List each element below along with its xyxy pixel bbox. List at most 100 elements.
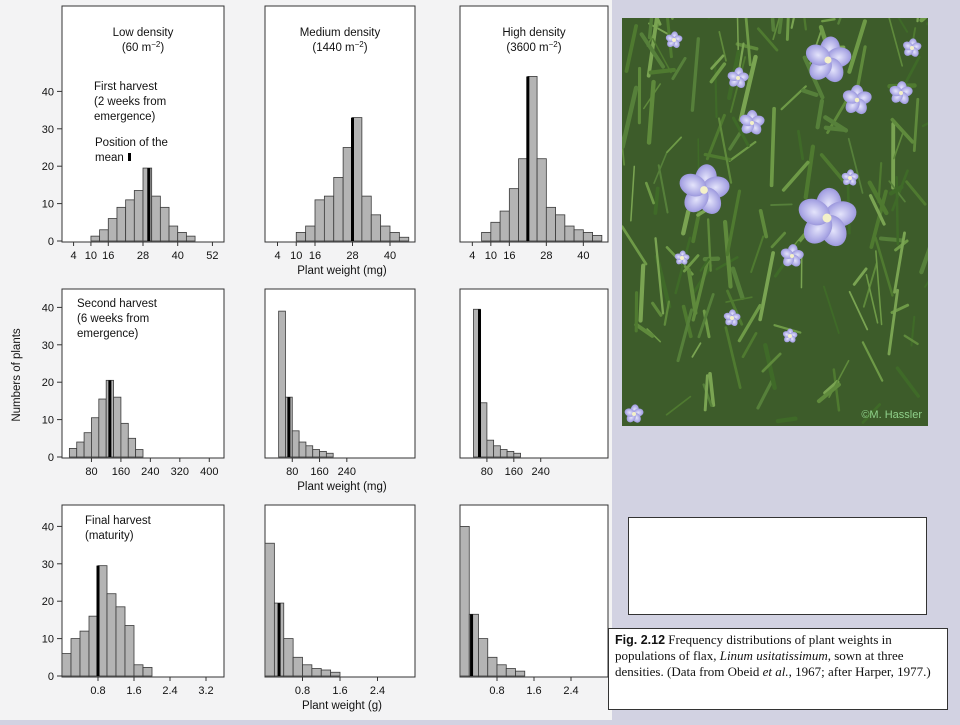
blank-text-box [628, 517, 927, 615]
leaf-stroke [787, 18, 788, 39]
leaf-stroke [772, 109, 775, 186]
x-tick-label: 160 [310, 466, 328, 478]
y-tick-label: 30 [42, 559, 54, 571]
y-tick-label: 0 [48, 236, 54, 248]
flower-center [848, 176, 852, 180]
x-tick-label: 240 [338, 466, 356, 478]
y-tick-label: 20 [42, 161, 54, 173]
histogram-bar [556, 215, 565, 241]
histogram-bar [114, 397, 121, 457]
caption-species: Linum usitatissimum [720, 648, 828, 663]
histogram-bar [320, 451, 327, 457]
x-tick-label: 400 [200, 466, 218, 478]
flower-center [824, 56, 831, 63]
x-tick-label: 4 [274, 250, 280, 262]
histogram-bar [169, 226, 178, 241]
histogram-bar [334, 177, 343, 241]
histogram-bar [121, 423, 128, 457]
histogram-bar [362, 196, 371, 241]
histogram-bar [326, 453, 333, 457]
harvest-label-line: First harvest [94, 81, 158, 93]
mean-legend-line: Position of the [95, 137, 168, 149]
histogram-bar [488, 657, 497, 676]
y-tick-label: 10 [42, 199, 54, 211]
histogram-bar [487, 440, 494, 457]
harvest-label-line: emergence) [94, 111, 156, 123]
x-tick-label: 1.6 [126, 685, 141, 697]
histogram-bar [134, 191, 143, 241]
histogram-bar [506, 669, 515, 676]
histogram-bar [574, 230, 583, 241]
histogram-bar [546, 207, 555, 241]
x-tick-label: 16 [102, 250, 114, 262]
histogram-bar [479, 639, 488, 676]
y-tick-label: 20 [42, 596, 54, 608]
histogram-bar [117, 207, 126, 241]
histogram-bar [497, 665, 506, 676]
histogram-bar [482, 232, 491, 241]
flower-center [788, 334, 792, 338]
histogram-bar [516, 671, 525, 676]
y-tick-label: 30 [42, 124, 54, 136]
flower-center [910, 46, 914, 50]
leaf-stroke [771, 204, 792, 205]
x-axis-label: Plant weight (mg) [297, 481, 387, 493]
histogram-bar [331, 672, 340, 676]
histogram-bar [80, 631, 89, 676]
x-tick-label: 240 [141, 466, 159, 478]
histogram-bar [565, 226, 574, 241]
histogram-bar [62, 654, 71, 676]
x-tick-label: 1.6 [526, 685, 541, 697]
histogram-bar [500, 211, 509, 241]
subtitle-base: (60 m [122, 42, 151, 54]
histogram-bar [371, 215, 380, 241]
histogram-bar [77, 442, 84, 457]
x-axis-label: Plant weight (g) [302, 700, 382, 712]
histogram-bar [134, 665, 143, 676]
x-tick-label: 80 [481, 466, 493, 478]
x-tick-label: 16 [309, 250, 321, 262]
harvest-label-line: (2 weeks from [94, 96, 166, 108]
x-tick-label: 28 [137, 250, 149, 262]
x-tick-label: 0.8 [295, 685, 310, 697]
caption-fig-label: Fig. 2.12 [615, 633, 665, 647]
histogram-bar [593, 235, 602, 241]
histogram-bar [306, 446, 313, 457]
flower-center [790, 254, 794, 258]
histogram-bar [143, 667, 152, 676]
y-tick-label: 10 [42, 415, 54, 427]
y-tick-label: 10 [42, 634, 54, 646]
flax-flower-photo: ©M. Hassler [622, 18, 928, 426]
histogram-bar [299, 442, 306, 457]
mean-legend-mark [128, 153, 131, 161]
histogram-bar [321, 670, 330, 676]
leaf-stroke [641, 266, 644, 321]
histogram-bar [265, 543, 274, 676]
histogram-bar [116, 607, 125, 676]
y-tick-label: 20 [42, 377, 54, 389]
x-tick-label: 40 [172, 250, 184, 262]
flower-center [672, 38, 676, 42]
x-tick-label: 4 [469, 250, 475, 262]
subtitle-end: ) [558, 42, 562, 54]
histogram-bar [537, 159, 546, 241]
x-tick-label: 2.4 [563, 685, 578, 697]
leaf-stroke [715, 61, 716, 117]
x-tick-label: 80 [85, 466, 97, 478]
x-tick-label: 40 [577, 250, 589, 262]
y-axis-label: Numbers of plants [11, 328, 23, 422]
x-axis-label: Plant weight (mg) [297, 265, 387, 277]
histogram-bar [312, 669, 321, 676]
caption-et-al: et al. [763, 664, 789, 679]
histogram-bar [390, 232, 399, 241]
harvest-label-line: Second harvest [77, 298, 158, 310]
histogram-bar [500, 450, 507, 457]
histogram-bar [507, 451, 514, 457]
histogram-bar [292, 431, 299, 457]
harvest-label-line: (maturity) [85, 530, 134, 542]
x-tick-label: 1.6 [332, 685, 347, 697]
flower-center [855, 98, 859, 102]
harvest-label-line: Final harvest [85, 515, 152, 527]
leaf-stroke [826, 128, 844, 130]
